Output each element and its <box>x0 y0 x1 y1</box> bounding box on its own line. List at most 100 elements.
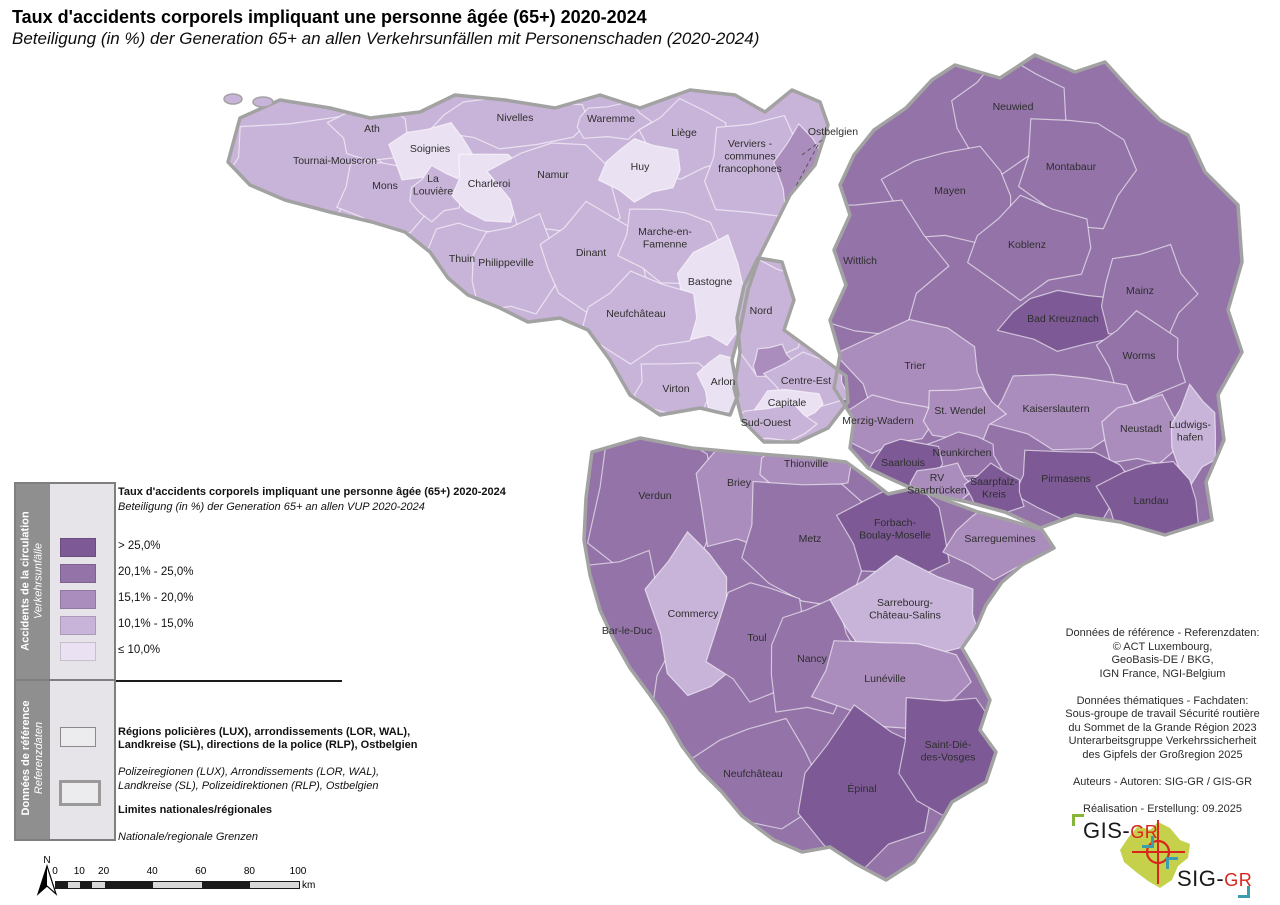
map-region-label-centre-est: Centre-Est <box>781 375 831 387</box>
map-region-label-nivelles: Nivelles <box>497 112 534 124</box>
scalebar-segment <box>80 882 93 888</box>
north-arrow-label: N <box>43 855 50 866</box>
legend-title-fr: Taux d'accidents corporels impliquant un… <box>118 486 506 498</box>
scalebar-segment <box>68 882 81 888</box>
map-region-label-saarpfalz-kreis: Saarpfalz-Kreis <box>970 476 1018 501</box>
logo-sig-gr: SIG-GR <box>1177 866 1253 891</box>
map-region-label-wittlich: Wittlich <box>843 255 877 267</box>
legend-class-label-2: 20,1% - 25,0% <box>118 566 194 578</box>
map-region-label-verviers-communes-francophones: Verviers -communes francophones <box>718 138 782 175</box>
map-region-label-verdun: Verdun <box>638 490 671 502</box>
reference-item-districts-fr: Régions policières (LUX), arrondissement… <box>118 725 418 752</box>
map-region-label-la-louvi-re: La Louvière <box>413 173 453 198</box>
legend-class-label-3: 15,1% - 20,0% <box>118 592 194 604</box>
national-border-lux <box>732 256 850 444</box>
map-region-label-koblenz: Koblenz <box>1008 239 1046 251</box>
scalebar-segment <box>201 882 251 888</box>
map-region-label-nancy: Nancy <box>797 653 828 665</box>
map-region-label-rv-saarbr-cken: RV Saarbrücken <box>907 472 967 497</box>
logo-bracket-green-icon <box>1072 814 1084 826</box>
reference-item-districts-de: Polizeiregionen (LUX), Arrondissements (… <box>118 766 380 792</box>
map-region-label-sud-ouest: Sud-Ouest <box>741 417 791 429</box>
map-region-label-neustadt: Neustadt <box>1120 423 1162 435</box>
map-region-label-landau: Landau <box>1133 495 1168 507</box>
map-region-label-trier: Trier <box>904 360 926 372</box>
map-region-label-kaiserslautern: Kaiserslautern <box>1022 403 1089 415</box>
map-region-label-saint-di-des-vosges: Saint-Dié-des-Vosges <box>921 739 976 764</box>
scalebar <box>55 881 300 889</box>
map-region-koblenz <box>966 194 1092 302</box>
map-region-label-thuin: Thuin <box>449 253 475 265</box>
map-region-neustadt <box>1101 393 1185 465</box>
map-region-label-dinant: Dinant <box>576 247 606 259</box>
scalebar-segment <box>56 882 69 888</box>
scalebar-unit: km <box>302 880 316 891</box>
reference-item-borders-de: Nationale/regionale Grenzen <box>118 830 259 843</box>
national-border-de <box>828 53 1244 537</box>
map-region-label-sarrebourg-ch-teau-salins: Sarrebourg-Château-Salins <box>869 597 941 622</box>
legend-class-label-4: 10,1% - 15,0% <box>118 618 194 630</box>
logo-bracket-teal3-icon <box>1238 886 1250 898</box>
map-region-label-capitale: Capitale <box>768 397 807 409</box>
map-region-label-philippeville: Philippeville <box>478 257 534 269</box>
credits-block: Données de référence - Referenzdaten: © … <box>1065 627 1260 815</box>
scalebar-tick-60: 60 <box>195 866 207 877</box>
map-region-label-waremme: Waremme <box>587 113 635 125</box>
logo-crosshair-icon <box>1145 839 1171 865</box>
legend-swatch-3 <box>60 590 96 609</box>
legend-swatch-1 <box>60 538 96 557</box>
map-region-label-sarreguemines: Sarreguemines <box>964 533 1035 545</box>
map-region-label-metz: Metz <box>799 533 822 545</box>
map-region-label-saarlouis: Saarlouis <box>881 457 925 469</box>
legend-divider <box>112 680 342 682</box>
map-region-label-neufch-teau: Neufchâteau <box>723 768 783 780</box>
logo-bracket-teal2-icon <box>1166 857 1178 869</box>
page-title: Taux d'accidents corporels impliquant un… <box>12 7 647 27</box>
map-region-label-li-ge: Liège <box>671 127 697 139</box>
reference-symbol-national-borders <box>59 780 101 806</box>
legend-accidents-box: Accidents de la circulation Verkehrsunfä… <box>14 482 116 683</box>
map-region-label-arlon: Arlon <box>711 376 736 388</box>
map-region-label-lun-ville: Lunéville <box>864 673 906 685</box>
map-region-label-briey: Briey <box>727 477 752 489</box>
map-region-label-bad-kreuznach: Bad Kreuznach <box>1027 313 1099 325</box>
scalebar-segment <box>153 882 202 888</box>
map-region-label-charleroi: Charleroi <box>468 178 511 190</box>
legend-swatch-5 <box>60 642 96 661</box>
legend-reference-sidebar: Données de référence Referenzdaten <box>16 681 50 839</box>
map-region-label-thionville: Thionville <box>784 458 829 470</box>
reference-item-borders-fr: Limites nationales/régionales <box>118 803 273 816</box>
legend-reference-box: Données de référence Referenzdaten <box>14 679 116 841</box>
scalebar-segment <box>92 882 105 888</box>
north-arrow-icon: N <box>36 855 58 896</box>
map-region-label-merzig-wadern: Merzig-Wadern <box>842 415 914 427</box>
scalebar-tick-40: 40 <box>146 866 158 877</box>
reference-item-districts: Régions policières (LUX), arrondissement… <box>118 712 418 793</box>
scalebar-tick-20: 20 <box>98 866 110 877</box>
map-exclave <box>252 96 274 108</box>
gis-gr-logo-map <box>1120 820 1190 888</box>
scalebar-segment <box>250 882 299 888</box>
map-region-label-commercy: Commercy <box>668 608 720 620</box>
legend-accidents-sidebar-fr: Accidents de la circulation <box>19 511 32 651</box>
map-region-label-mons: Mons <box>372 180 398 192</box>
map-region-label-huy: Huy <box>631 161 650 173</box>
map-region-label-nord: Nord <box>750 305 773 317</box>
national-border-wal <box>226 88 830 417</box>
national-border-fr <box>582 436 1056 882</box>
map-region-label-ludwigs-hafen: Ludwigs-hafen <box>1169 419 1212 444</box>
map-region-landau <box>1095 460 1200 535</box>
legend-swatch-2 <box>60 564 96 583</box>
legend-class-label-5: ≤ 10,0% <box>118 644 161 656</box>
map-region-label-ath: Ath <box>364 123 380 135</box>
reference-symbol-districts <box>60 727 96 747</box>
map-region-label-mainz: Mainz <box>1126 285 1154 297</box>
map-region-ludwigs-hafen <box>1170 382 1217 488</box>
map-region-bad-kreuznach <box>996 289 1134 352</box>
map-region-neufch-teau <box>581 270 698 365</box>
map-region-label-bar-le-duc: Bar-le-Duc <box>602 625 652 637</box>
map-region-philippeville <box>471 212 568 315</box>
legend-class-label-1: > 25,0% <box>118 540 161 552</box>
reference-item-borders: Limites nationales/régionales Nationale/… <box>118 790 272 844</box>
